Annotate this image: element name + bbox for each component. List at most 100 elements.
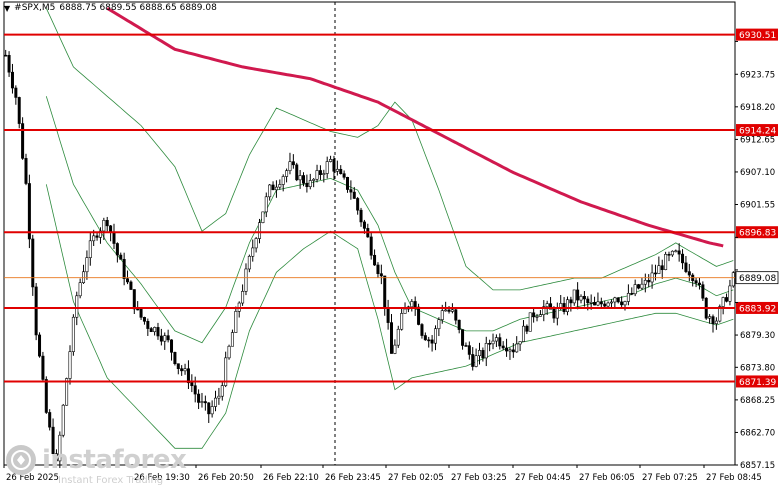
candle (318, 165, 322, 180)
candle-body (694, 280, 698, 284)
candle-body (552, 308, 556, 319)
candle (552, 306, 556, 323)
candle-body (667, 253, 671, 256)
candle (136, 301, 140, 311)
candle (542, 300, 546, 322)
level-label: 6883.92 (739, 304, 776, 314)
candle (71, 314, 75, 356)
candle (254, 236, 258, 253)
candle (444, 301, 448, 312)
candle-body (48, 412, 52, 428)
y-tick-label: 6879.30 (740, 331, 775, 341)
candle (626, 284, 630, 306)
candle-body (664, 253, 668, 270)
level-label: 6914.24 (739, 127, 776, 137)
candle-body (542, 306, 546, 315)
y-tick-label: 6912.65 (740, 135, 775, 145)
candle (312, 178, 316, 188)
candle (477, 342, 481, 365)
triangle-down-icon[interactable]: ▼ (4, 3, 11, 13)
y-tick-label: 6923.75 (740, 70, 775, 80)
candle-body (65, 378, 69, 406)
candle-body (396, 328, 400, 346)
candle-body (193, 385, 197, 395)
candle-body (660, 265, 664, 270)
candle (505, 338, 509, 357)
candle (14, 85, 18, 105)
candle-body (593, 301, 597, 306)
candle (660, 259, 664, 279)
candle (24, 153, 28, 186)
candle (569, 296, 573, 312)
candle (244, 263, 248, 296)
candle (454, 308, 458, 325)
candle (484, 336, 488, 367)
candle (667, 251, 671, 262)
candle-body (491, 340, 495, 345)
candle (170, 339, 174, 361)
candle-body (630, 293, 634, 295)
candle (582, 291, 586, 307)
candle (681, 249, 685, 270)
candle-body (129, 281, 133, 290)
candle (68, 345, 72, 385)
candle (339, 165, 343, 175)
candle-body (68, 351, 72, 379)
logo-icon (6, 445, 36, 475)
candle (379, 264, 383, 285)
y-tick-label: 6873.80 (740, 363, 775, 373)
candle-body (423, 335, 427, 341)
candle-body (44, 379, 48, 413)
candle-body (484, 343, 488, 359)
candle (633, 279, 637, 297)
candle-body (173, 352, 177, 365)
candle-body (586, 298, 590, 304)
candle (146, 318, 150, 336)
candle (190, 374, 194, 393)
candle (369, 232, 373, 260)
candle-body (271, 184, 275, 191)
candle (54, 449, 58, 464)
candle-body (305, 182, 309, 188)
candle (352, 187, 356, 199)
candle-body (569, 299, 573, 304)
moving-average (106, 7, 724, 248)
candle-body (274, 186, 278, 191)
x-tick-label: 26 Feb 19:30 (134, 473, 190, 483)
candle (664, 251, 668, 271)
candle (433, 325, 437, 351)
candle-body (596, 301, 600, 306)
candle-body (170, 339, 174, 353)
candle-body (464, 345, 468, 347)
candle (576, 282, 580, 310)
candle-body (7, 55, 11, 73)
candle-body (153, 327, 157, 333)
candle (227, 344, 231, 360)
brand-tagline: Instant Forex Trading (58, 475, 164, 486)
candle-body (291, 161, 295, 166)
candle-body (41, 355, 45, 380)
candle-body (413, 301, 417, 308)
candle (437, 317, 441, 337)
candle (210, 400, 214, 418)
candle (183, 363, 187, 375)
candle-body (633, 284, 637, 295)
support-resistance-levels: 6930.51 6914.24 6896.83 6883.92 6871.39 6889.… (4, 28, 779, 388)
candle-body (247, 255, 251, 270)
candle (532, 307, 536, 323)
x-tick-label: 27 Feb 08:45 (706, 473, 762, 483)
candle-body (31, 238, 35, 288)
candle (599, 297, 603, 308)
candle (413, 296, 417, 316)
candle (427, 336, 431, 348)
candle-body (643, 279, 647, 285)
candle (725, 293, 729, 303)
candle-body (119, 254, 123, 260)
candle-body (515, 343, 519, 353)
candle-body (474, 355, 478, 367)
candle (237, 301, 241, 318)
candle (41, 351, 45, 382)
candle-body (142, 317, 146, 322)
candle-body (200, 401, 204, 403)
